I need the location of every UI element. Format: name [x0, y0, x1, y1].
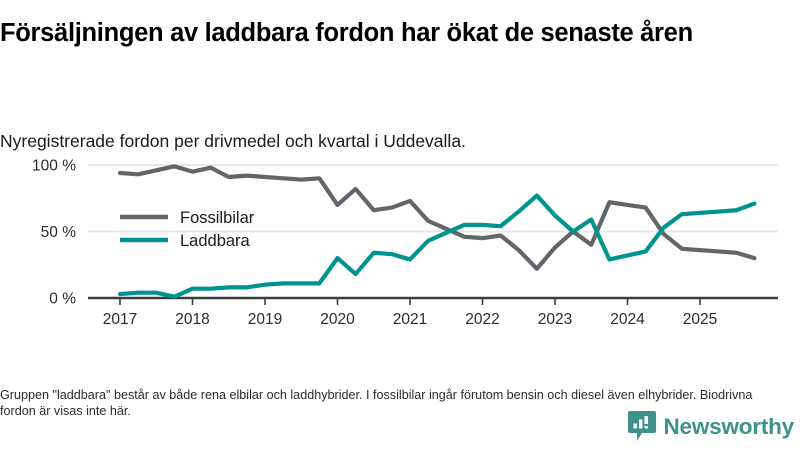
y-tick-label: 0 %: [49, 291, 76, 308]
data-series-lines: [117, 164, 757, 299]
x-axis-tick-labels: 2017 2018 2019 2020 2021 2022 2023 2024 2025: [103, 311, 717, 328]
x-tick-label: 2017: [103, 311, 137, 328]
x-axis-ticks: [119, 298, 701, 305]
x-tick-label: 2018: [175, 311, 209, 328]
y-axis-tick-labels: 0 % 50 % 100 %: [32, 158, 76, 308]
chart-subtitle: Nyregistrerade fordon per drivmedel och …: [0, 130, 466, 151]
x-tick-label: 2023: [538, 311, 572, 328]
chart-plot-area: 0 % 50 % 100 % 2017 2018 2019 2020 2021 2022 202…: [0, 150, 800, 335]
legend-label-fossilbilar: Fossilbilar: [180, 209, 255, 227]
series-line-fossilbilar: [117, 164, 757, 271]
chart-footnote: Gruppen "laddbara" består av både rena e…: [0, 387, 753, 419]
y-tick-label: 100 %: [32, 158, 76, 175]
x-tick-label: 2025: [683, 311, 717, 328]
bar-chart-speech-bubble-icon: [628, 411, 657, 441]
x-tick-label: 2024: [610, 311, 645, 328]
x-tick-label: 2019: [248, 311, 282, 328]
y-tick-label: 50 %: [41, 224, 77, 241]
x-tick-label: 2020: [320, 311, 355, 328]
newsworthy-logo: Newsworthy: [628, 411, 794, 443]
brand-name: Newsworthy: [663, 413, 794, 439]
legend-label-laddbara: Laddbara: [180, 232, 251, 250]
page-title: Försäljningen av laddbara fordon har öka…: [0, 19, 693, 48]
chart-legend: Fossilbilar Laddbara: [120, 209, 255, 250]
x-tick-label: 2022: [465, 311, 499, 328]
x-tick-label: 2021: [393, 311, 427, 328]
series-line-laddbara: [117, 193, 757, 299]
